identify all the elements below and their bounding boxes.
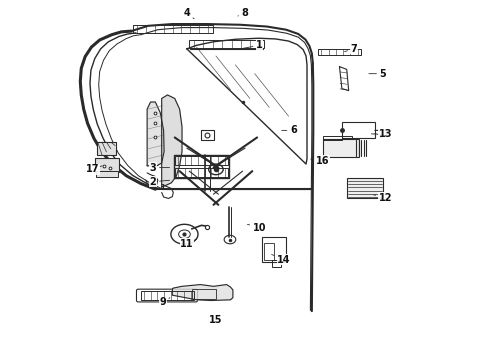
Bar: [322, 139, 359, 157]
Text: 16: 16: [311, 156, 329, 166]
Text: 12: 12: [374, 193, 392, 203]
Bar: [342, 122, 375, 138]
Bar: [96, 171, 118, 177]
Bar: [201, 130, 214, 140]
Text: 9: 9: [159, 297, 170, 307]
Text: 1: 1: [243, 40, 263, 50]
Bar: [175, 168, 228, 177]
Text: 11: 11: [180, 239, 196, 249]
Text: 17: 17: [86, 165, 102, 174]
Text: 5: 5: [369, 69, 387, 79]
Polygon shape: [172, 284, 233, 301]
Bar: [95, 158, 119, 172]
Polygon shape: [147, 102, 164, 166]
Text: 15: 15: [209, 315, 222, 325]
Text: 3: 3: [149, 163, 170, 172]
Bar: [271, 260, 281, 267]
Polygon shape: [162, 95, 182, 187]
Text: 7: 7: [344, 44, 357, 54]
Bar: [318, 49, 361, 55]
Bar: [262, 237, 286, 262]
Text: 10: 10: [247, 223, 266, 233]
Text: 6: 6: [282, 125, 297, 135]
Bar: [192, 289, 216, 299]
Text: 4: 4: [183, 8, 194, 19]
Bar: [189, 40, 265, 48]
Bar: [265, 243, 274, 260]
Text: 13: 13: [371, 129, 392, 139]
Bar: [133, 26, 213, 32]
Bar: [97, 142, 116, 155]
Bar: [342, 136, 352, 142]
Text: 8: 8: [238, 8, 248, 18]
Bar: [322, 136, 342, 140]
Bar: [175, 156, 228, 165]
Text: 2: 2: [149, 177, 170, 187]
Bar: [141, 291, 194, 300]
Bar: [347, 178, 383, 198]
Text: 14: 14: [271, 255, 291, 265]
